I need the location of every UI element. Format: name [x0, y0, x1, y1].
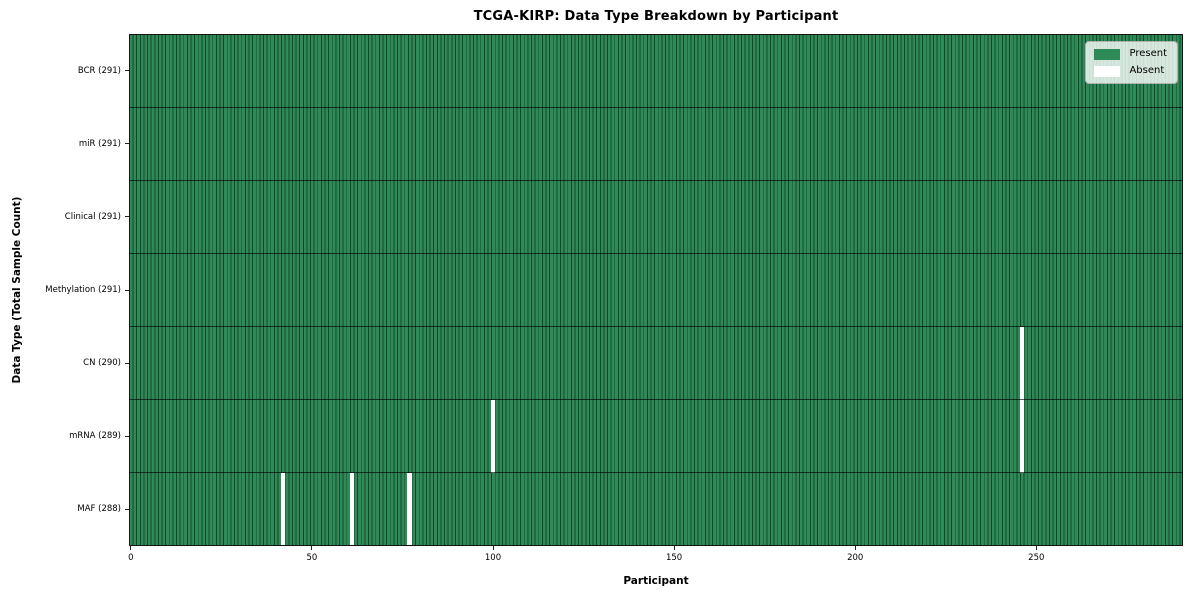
y-tick-mark [125, 143, 129, 145]
y-tick-label-MAF: MAF (288) [77, 504, 121, 515]
y-tick-mark [125, 435, 129, 437]
x-tick-mark [1035, 546, 1037, 550]
row-divider [129, 106, 1183, 108]
legend-label-present: Present [1129, 48, 1167, 59]
absent-cell-MAF-61 [349, 472, 354, 546]
y-tick-label-mRNA: mRNA (289) [69, 431, 121, 442]
row-divider [129, 326, 1183, 328]
row-divider [129, 179, 1183, 181]
y-tick-label-miR: miR (291) [78, 138, 121, 149]
absent-cell-mRNA-100 [490, 399, 496, 473]
legend-entry-absent: Absent [1094, 65, 1167, 77]
y-tick-mark [125, 216, 129, 218]
x-tick-label-250: 250 [1028, 553, 1045, 563]
legend-swatch-present [1094, 48, 1121, 60]
legend-label-absent: Absent [1129, 65, 1165, 76]
y-tick-label-BCR: BCR (291) [77, 65, 121, 76]
row-divider [129, 472, 1183, 474]
y-tick-label-Clinical: Clinical (291) [64, 211, 121, 222]
y-tick-mark [125, 362, 129, 364]
x-tick-mark [130, 546, 132, 550]
x-tick-label-150: 150 [665, 553, 683, 563]
chart-title: TCGA-KIRP: Data Type Breakdown by Partic… [473, 9, 839, 24]
row-divider [129, 399, 1183, 401]
y-tick-mark [125, 508, 129, 510]
y-tick-mark [125, 289, 129, 291]
plot-area [129, 34, 1183, 546]
x-tick-mark [673, 546, 675, 550]
x-tick-label-50: 50 [306, 553, 318, 563]
y-tick-mark [125, 70, 129, 72]
legend: Present Absent [1085, 41, 1178, 84]
x-axis-label: Participant [623, 575, 689, 587]
x-tick-mark [311, 546, 313, 550]
x-tick-label-100: 100 [484, 553, 502, 563]
absent-cell-MAF-77 [407, 472, 412, 546]
x-tick-mark [854, 546, 856, 550]
x-tick-mark [492, 546, 494, 550]
absent-cell-CN-246 [1019, 326, 1025, 400]
legend-swatch-absent [1094, 65, 1121, 77]
row-divider [129, 252, 1183, 254]
y-tick-label-CN: CN (290) [83, 358, 121, 369]
absent-cell-mRNA-246 [1019, 399, 1025, 473]
y-tick-label-Methylation: Methylation (291) [45, 285, 121, 295]
absent-cell-MAF-42 [280, 472, 286, 546]
x-tick-label-0: 0 [128, 553, 134, 563]
x-tick-label-200: 200 [847, 553, 864, 563]
legend-entry-present: Present [1094, 48, 1167, 60]
